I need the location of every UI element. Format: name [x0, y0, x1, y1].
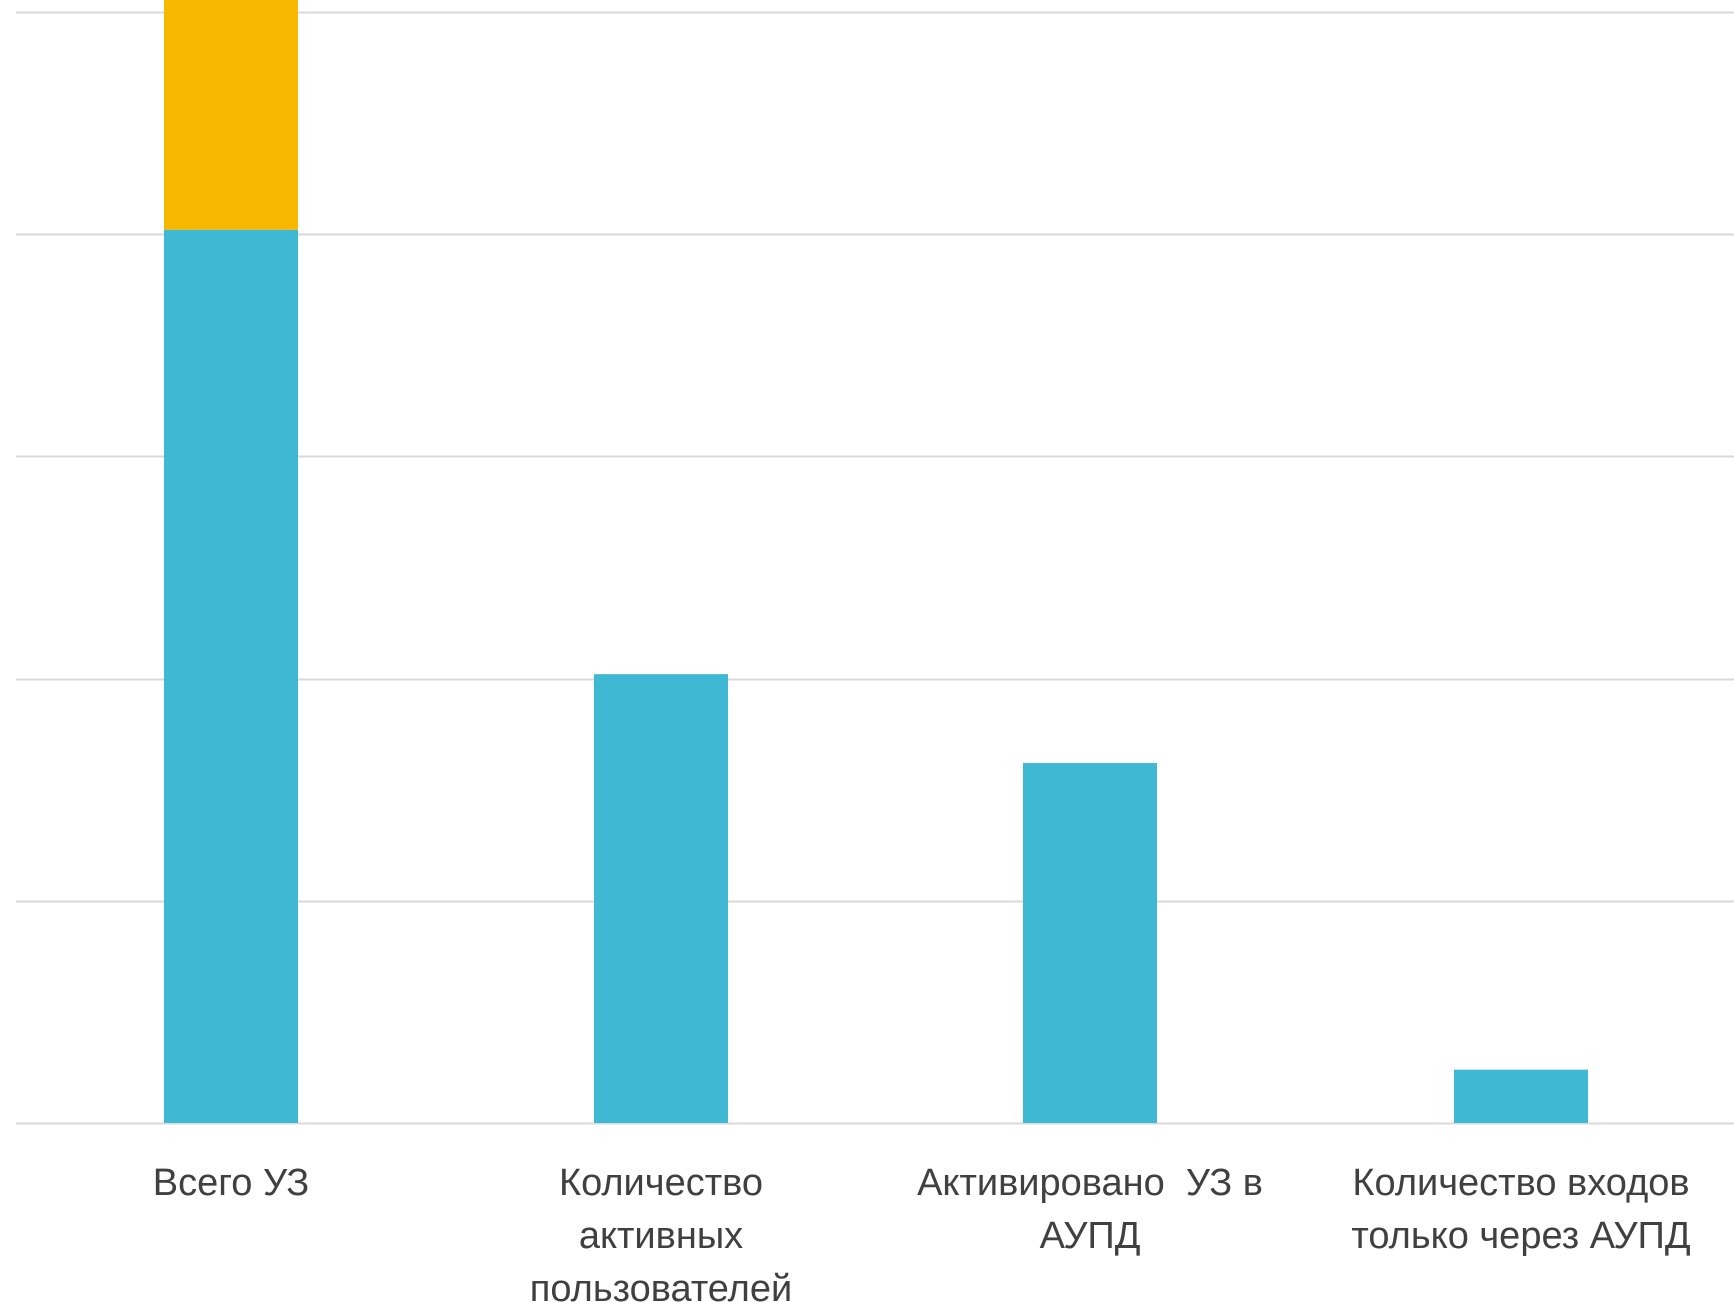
category-label-3: Активировано УЗ в АУПД — [917, 1162, 1263, 1257]
category-label-line: Количество входов — [1352, 1162, 1689, 1204]
category-label-line: только через АУПД — [1351, 1215, 1690, 1257]
category-label-2: Количество активных пользователей — [530, 1162, 792, 1302]
bar-3-series-1 — [1023, 763, 1157, 1123]
category-label-line: АУПД — [1040, 1215, 1141, 1257]
bars — [164, 0, 1588, 1124]
gridlines — [16, 11, 1734, 1125]
category-label-1: Всего УЗ — [153, 1162, 309, 1204]
bar-1-series-2 — [164, 0, 298, 230]
category-labels: Всего УЗ Количество активных пользователей А… — [153, 1162, 1691, 1302]
category-label-line: Активировано УЗ в — [917, 1162, 1263, 1204]
category-label-line: активных — [579, 1215, 743, 1257]
bar-1-series-1 — [164, 229, 298, 1124]
bar-4-series-1 — [1454, 1069, 1588, 1123]
category-label-4: Количество входов только через АУПД — [1351, 1162, 1690, 1257]
category-label-line: Количество — [559, 1162, 763, 1204]
category-label-line: Всего УЗ — [153, 1162, 309, 1204]
bar-2-series-1 — [594, 674, 728, 1123]
category-label-line: пользователей — [530, 1268, 792, 1302]
